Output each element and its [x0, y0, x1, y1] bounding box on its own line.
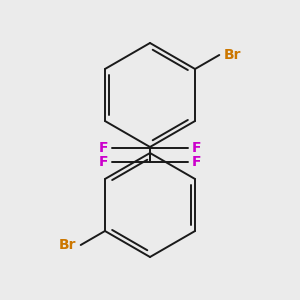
Text: Br: Br	[223, 48, 241, 62]
Text: Br: Br	[59, 238, 77, 252]
Text: F: F	[98, 155, 108, 169]
Text: F: F	[192, 155, 202, 169]
Text: F: F	[192, 141, 202, 155]
Text: F: F	[98, 141, 108, 155]
